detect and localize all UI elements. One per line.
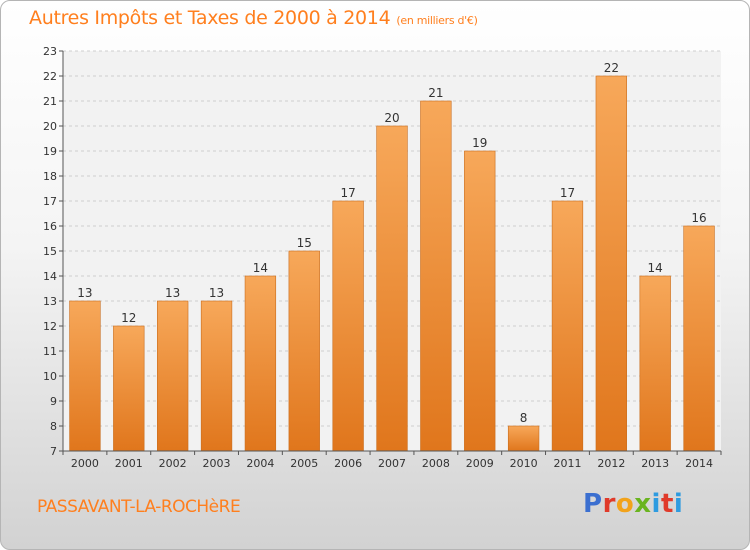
- bar-2000: [69, 300, 101, 452]
- bar-2003: [200, 300, 233, 452]
- data-label-2005: 15: [297, 236, 312, 250]
- x-axis-ticks: 2000 2001 2002 2003 2004 2005 2006 2007 2008 2009…: [62, 451, 722, 470]
- bar-2004: [244, 275, 277, 452]
- data-label-2011: 17: [560, 186, 575, 200]
- bars: 13 12 13 13 14 15 17 20 21 19 8 17 22 14 16: [69, 61, 715, 452]
- chart-title-text: Autres Impôts et Taxes de 2000 à 2014: [29, 7, 391, 29]
- chart-unit: (en milliers d'€): [396, 14, 478, 27]
- axes: [62, 51, 721, 452]
- y-tick-label: 22: [43, 70, 57, 83]
- y-tick-label: 23: [43, 45, 57, 58]
- logo-letter: x: [634, 489, 652, 519]
- data-label-2006: 17: [340, 186, 355, 200]
- bar-2001: [113, 325, 145, 452]
- proxiti-logo: Proxiti: [583, 489, 683, 519]
- y-tick-label: 18: [43, 170, 57, 183]
- y-tick-label: 21: [43, 95, 57, 108]
- x-tick-label: 2006: [334, 457, 362, 470]
- bar-2012: [595, 75, 627, 452]
- bar-2011: [551, 200, 584, 452]
- bar-2006: [332, 200, 364, 452]
- logo-letter: P: [583, 489, 603, 519]
- y-tick-label: 13: [43, 295, 57, 308]
- commune-name: PASSAVANT-LA-ROCHèRE: [37, 497, 241, 517]
- y-tick-label: 9: [50, 395, 57, 408]
- data-label-2009: 19: [472, 136, 487, 150]
- bar-2013: [639, 275, 671, 452]
- x-tick-label: 2005: [290, 457, 318, 470]
- x-tick-label: 2013: [641, 457, 669, 470]
- y-tick-label: 10: [43, 370, 57, 383]
- x-tick-label: 2009: [466, 457, 494, 470]
- data-label-2013: 14: [648, 261, 663, 275]
- logo-letter: i: [651, 489, 661, 519]
- x-tick-label: 2001: [115, 457, 143, 470]
- y-tick-label: 15: [43, 245, 57, 258]
- y-tick-label: 11: [43, 345, 57, 358]
- bar-2008: [420, 100, 452, 452]
- x-tick-label: 2011: [553, 457, 581, 470]
- bar-2009: [464, 150, 496, 452]
- logo-letter: r: [602, 489, 616, 519]
- bar-2014: [683, 225, 715, 452]
- x-tick-label: 2003: [203, 457, 231, 470]
- x-tick-label: 2012: [597, 457, 625, 470]
- data-label-2008: 21: [428, 86, 443, 100]
- data-label-2014: 16: [691, 211, 706, 225]
- y-tick-label: 17: [43, 195, 57, 208]
- bar-2002: [157, 300, 189, 452]
- x-tick-label: 2002: [159, 457, 187, 470]
- logo-letter: o: [615, 489, 635, 519]
- y-tick-label: 14: [43, 270, 57, 283]
- data-label-2003: 13: [209, 286, 224, 300]
- y-tick-label: 7: [50, 445, 57, 458]
- bar-2005: [288, 250, 320, 452]
- data-label-2007: 20: [384, 111, 399, 125]
- x-tick-label: 2010: [510, 457, 538, 470]
- y-tick-label: 20: [43, 120, 57, 133]
- x-tick-label: 2007: [378, 457, 406, 470]
- data-label-2004: 14: [253, 261, 268, 275]
- data-label-2002: 13: [165, 286, 180, 300]
- x-tick-label: 2000: [71, 457, 99, 470]
- x-tick-label: 2014: [685, 457, 713, 470]
- data-label-2010: 8: [520, 411, 528, 425]
- y-axis-ticks: 7 8 9 10 11 12 13 14 15 16 17 18 19 20 21 22 23: [43, 45, 63, 458]
- y-tick-label: 16: [43, 220, 57, 233]
- x-tick-label: 2008: [422, 457, 450, 470]
- logo-letter: t: [660, 489, 674, 519]
- logo-letter: i: [673, 489, 684, 519]
- bar-2007: [376, 125, 408, 452]
- bar-2010: [507, 425, 540, 452]
- x-tick-label: 2004: [246, 457, 274, 470]
- chart-title: Autres Impôts et Taxes de 2000 à 2014 (en…: [29, 7, 478, 29]
- data-label-2001: 12: [121, 311, 136, 325]
- data-label-2012: 22: [604, 61, 619, 75]
- y-tick-label: 8: [50, 420, 57, 433]
- y-tick-label: 12: [43, 320, 57, 333]
- data-label-2000: 13: [77, 286, 92, 300]
- y-tick-label: 19: [43, 145, 57, 158]
